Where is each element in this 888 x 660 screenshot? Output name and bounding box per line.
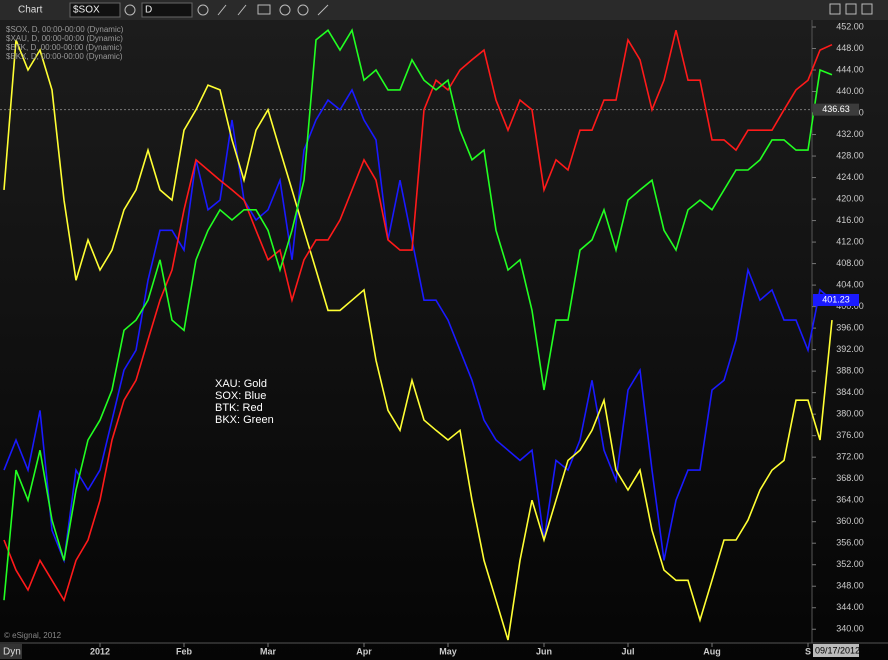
y-tick-label: 352.00 — [836, 559, 864, 569]
y-tick-label: 380.00 — [836, 409, 864, 419]
y-tick-label: 404.00 — [836, 279, 864, 289]
price-label-box — [813, 103, 859, 116]
y-tick-label: 344.00 — [836, 602, 864, 612]
y-tick-label: 416.00 — [836, 215, 864, 225]
minimize[interactable] — [829, 3, 841, 15]
x-tick-label: Jul — [621, 646, 634, 656]
icon[interactable] — [257, 4, 271, 15]
note: BKX: Green — [215, 414, 274, 426]
mode[interactable]: Dyn — [3, 647, 21, 658]
price-label: 401.23 — [822, 294, 850, 304]
toolbar — [0, 0, 888, 20]
date-box — [813, 644, 859, 657]
y-tick-label: 428.00 — [836, 150, 864, 160]
price-label: 436.63 — [822, 104, 850, 114]
y-tick-label: 360.00 — [836, 516, 864, 526]
close[interactable] — [861, 3, 873, 15]
icon[interactable] — [237, 4, 247, 16]
legend-entry: $SOX, D, 00:00-00:00 (Dynamic) — [6, 25, 124, 34]
x-tick-label: S — [805, 646, 811, 656]
plot-background — [0, 20, 888, 660]
note: XAU: Gold — [215, 378, 267, 390]
icon[interactable] — [197, 4, 209, 16]
y-tick-label: 356.00 — [836, 538, 864, 548]
series-line — [3, 39, 833, 641]
mode-box[interactable] — [0, 644, 22, 659]
y-tick-label: 368.00 — [836, 473, 864, 483]
interval[interactable]: D — [145, 5, 152, 16]
toolbar-icons — [124, 3, 873, 16]
icon[interactable] — [279, 4, 291, 16]
icon[interactable] — [124, 4, 136, 16]
y-tick-label: 340.00 — [836, 624, 864, 634]
series-line — [3, 28, 833, 601]
y-tick-label: 424.00 — [836, 172, 864, 182]
toolbar-title: Chart — [18, 5, 43, 16]
y-tick-label: 420.00 — [836, 193, 864, 203]
series-line — [3, 30, 833, 603]
x-tick-label: Mar — [260, 646, 277, 656]
legend-entry: $BTK, D, 00:00-00:00 (Dynamic) — [6, 43, 122, 52]
y-tick-label: 432.00 — [836, 129, 864, 139]
y-tick-label: 364.00 — [836, 495, 864, 505]
icon[interactable] — [297, 4, 309, 16]
x-tick-label: 2012 — [90, 646, 110, 656]
x-tick-label: Feb — [176, 646, 193, 656]
interval-box[interactable] — [141, 2, 193, 18]
series-line — [3, 88, 833, 564]
maximize[interactable] — [845, 3, 857, 15]
y-tick-label: 384.00 — [836, 387, 864, 397]
symbol-box[interactable] — [69, 2, 121, 18]
icon[interactable] — [317, 4, 329, 16]
legend-entry: $BKX, D, 00:00-00:00 (Dynamic) — [6, 52, 123, 61]
icon[interactable] — [217, 4, 227, 16]
copyright: © eSignal, 2012 — [4, 631, 62, 640]
y-tick-label: 388.00 — [836, 366, 864, 376]
y-tick-label: 412.00 — [836, 236, 864, 246]
y-tick-label: 408.00 — [836, 258, 864, 268]
y-tick-label: 396.00 — [836, 322, 864, 332]
y-tick-label: 372.00 — [836, 452, 864, 462]
x-tick-label: Apr — [356, 646, 372, 656]
legend-entry: $XAU, D, 00:00-00:00 (Dynamic) — [6, 34, 123, 43]
cursor-date: 09/17/2012 — [815, 645, 860, 655]
x-tick-label: May — [439, 646, 457, 656]
y-tick-label: 392.00 — [836, 344, 864, 354]
y-tick-label: 448.00 — [836, 43, 864, 53]
y-tick-label: 440.00 — [836, 86, 864, 96]
y-tick-label: 444.00 — [836, 64, 864, 74]
x-tick-label: Jun — [536, 646, 552, 656]
x-tick-label: Aug — [703, 646, 721, 656]
symbol[interactable]: $SOX — [73, 5, 100, 16]
y-tick-label: 452.00 — [836, 21, 864, 31]
note: SOX: Blue — [215, 390, 266, 402]
price-label-box — [813, 293, 859, 306]
y-tick-label: 348.00 — [836, 581, 864, 591]
y-tick-label: 376.00 — [836, 430, 864, 440]
note: BTK: Red — [215, 402, 263, 414]
